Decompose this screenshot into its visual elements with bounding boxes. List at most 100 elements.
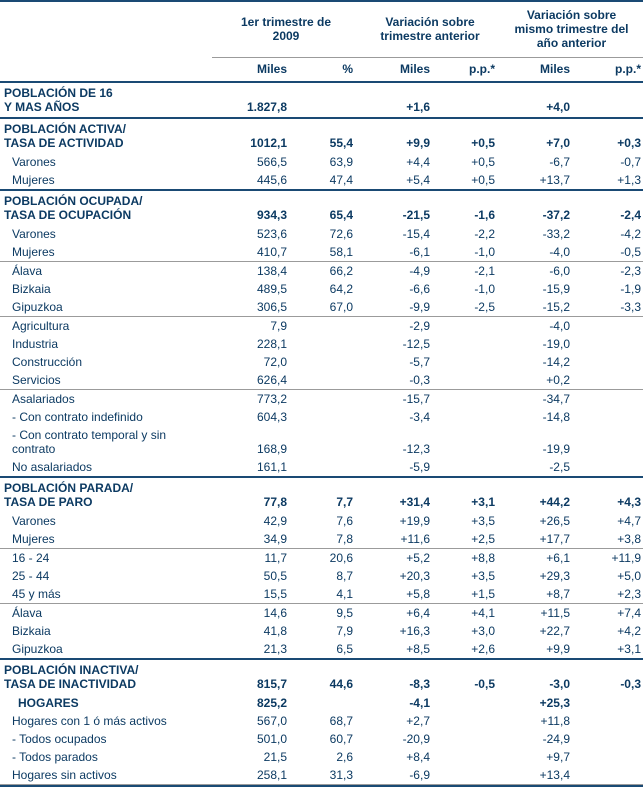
value-cell: 47,4 <box>329 173 353 187</box>
value-cell: -6,1 <box>409 245 430 259</box>
value-cell: +31,4 <box>360 476 437 512</box>
value-cell: +4,3 <box>577 476 643 512</box>
value-cell <box>577 371 643 390</box>
value-cell <box>295 353 360 371</box>
value-cell: -0,5 <box>437 658 500 694</box>
value-cell: +11,8 <box>540 714 570 728</box>
table-row: Álava 14,6 9,5 +6,4 +4,1 +11,5 +7,4 <box>0 603 643 622</box>
value-cell: +13,7 <box>539 173 570 187</box>
column-group-label: Variación sobre trimestre anterior <box>380 15 480 43</box>
value-cell: -37,2 <box>500 189 577 225</box>
row-label: POBLACIÓN INACTIVA/TASA DE INACTIVIDAD <box>0 658 212 694</box>
value-cell <box>577 426 643 458</box>
value-cell: 523,6 <box>256 227 287 241</box>
value-cell: -0,5 <box>620 245 641 259</box>
value-cell: +4,4 <box>406 155 430 169</box>
value-cell <box>577 389 643 408</box>
value-cell: -0,3 <box>409 373 430 387</box>
row-label: Mujeres <box>12 245 55 259</box>
value-cell <box>577 748 643 766</box>
value-cell: 58,1 <box>329 245 353 259</box>
value-cell: +0,2 <box>546 373 570 387</box>
value-cell: -2,4 <box>577 189 643 225</box>
value-cell: -9,9 <box>409 300 430 314</box>
value-cell: 306,5 <box>256 300 287 314</box>
value-cell: -19,9 <box>542 442 570 456</box>
table-row: POBLACIÓN OCUPADA/TASA DE OCUPACIÓN 934,3… <box>0 189 643 225</box>
value-cell: -15,2 <box>542 300 570 314</box>
value-cell: 604,3 <box>256 410 287 424</box>
subheader-empty-cell <box>0 57 212 83</box>
value-cell: -14,2 <box>542 355 570 369</box>
table-row: Álava 138,4 66,2 -4,9 -2,1 -6,0 -2,3 <box>0 261 643 280</box>
value-cell <box>577 408 643 426</box>
value-cell: -6,7 <box>549 155 570 169</box>
value-cell: 8,7 <box>336 569 353 583</box>
value-cell <box>295 82 360 118</box>
row-label: Servicios <box>12 373 61 387</box>
table-row: Gipuzkoa 306,5 67,0 -9,9 -2,5 -15,2 -3,3 <box>0 298 643 317</box>
value-cell: 9,5 <box>295 603 360 622</box>
value-cell: +5,4 <box>406 173 430 187</box>
row-label: Gipuzkoa <box>12 300 63 314</box>
value-cell: -20,9 <box>402 732 430 746</box>
table-row: Bizkaia 41,8 7,9 +16,3 +3,0 +22,7 +4,2 <box>0 622 643 640</box>
value-cell: -5,9 <box>409 460 430 474</box>
value-cell: -0,7 <box>620 155 641 169</box>
value-cell: +3,1 <box>437 476 500 512</box>
row-label: HOGARES <box>18 696 79 710</box>
value-cell: 11,7 <box>212 548 295 567</box>
column-group-variation-prev-quarter: Variación sobre trimestre anterior <box>360 2 500 58</box>
value-cell: 168,9 <box>256 442 287 456</box>
table-row: Agricultura 7,9 -2,9 -4,0 <box>0 316 643 335</box>
row-label: Álava <box>0 603 212 622</box>
value-cell <box>577 82 643 118</box>
value-cell: +4,2 <box>617 624 641 638</box>
table-row: - Todos ocupados 501,0 60,7 -20,9 -24,9 <box>0 730 643 748</box>
value-cell <box>295 458 360 477</box>
value-cell <box>437 694 500 712</box>
value-cell: -3,4 <box>409 410 430 424</box>
column-group-header-row: 1er trimestre de 2009 Variación sobre tr… <box>0 2 643 58</box>
row-label: 25 - 44 <box>12 569 50 583</box>
value-cell: +0,3 <box>577 117 643 153</box>
row-label: POBLACIÓN OCUPADA/TASA DE OCUPACIÓN <box>0 189 212 225</box>
value-cell: +2,3 <box>617 587 641 601</box>
value-cell: 42,9 <box>263 514 287 528</box>
value-cell: -2,1 <box>437 261 500 280</box>
value-cell: +5,2 <box>360 548 437 567</box>
value-cell: -33,2 <box>542 227 570 241</box>
table-row: 16 - 24 11,7 20,6 +5,2 +8,8 +6,1 +11,9 <box>0 548 643 567</box>
table-row: - Con contrato indefinido 604,3 -3,4 -14,8 <box>0 408 643 426</box>
corner-cell <box>0 2 212 58</box>
value-cell <box>437 766 500 785</box>
value-cell: +5,0 <box>617 569 641 583</box>
value-cell: 1012,1 <box>212 117 295 153</box>
value-cell: 20,6 <box>295 548 360 567</box>
value-cell <box>577 712 643 730</box>
subheader-row: Miles % Miles p.p.* Miles p.p.* <box>0 57 643 83</box>
subheader-pp-1: p.p.* <box>437 57 500 83</box>
value-cell: 6,5 <box>336 642 353 656</box>
table-row: Construcción 72,0 -5,7 -14,2 <box>0 353 643 371</box>
value-cell: 161,1 <box>256 460 287 474</box>
value-cell <box>437 335 500 353</box>
value-cell: -5,7 <box>409 355 430 369</box>
value-cell: +2,5 <box>471 532 495 546</box>
value-cell: 77,8 <box>212 476 295 512</box>
table-row: Bizkaia 489,5 64,2 -6,6 -1,0 -15,9 -1,9 <box>0 280 643 298</box>
value-cell: -0,3 <box>577 658 643 694</box>
table-row: Hogares sin activos 258,1 31,3 -6,9 +13,4 <box>0 766 643 785</box>
value-cell: +29,3 <box>539 569 570 583</box>
value-cell: +25,3 <box>539 696 570 710</box>
value-cell <box>295 371 360 390</box>
row-label: Bizkaia <box>12 282 51 296</box>
value-cell: +8,8 <box>437 548 500 567</box>
value-cell <box>577 316 643 335</box>
value-cell: +1,3 <box>617 173 641 187</box>
value-cell: +7,4 <box>577 603 643 622</box>
value-cell: +4,7 <box>617 514 641 528</box>
value-cell: +8,7 <box>546 587 570 601</box>
